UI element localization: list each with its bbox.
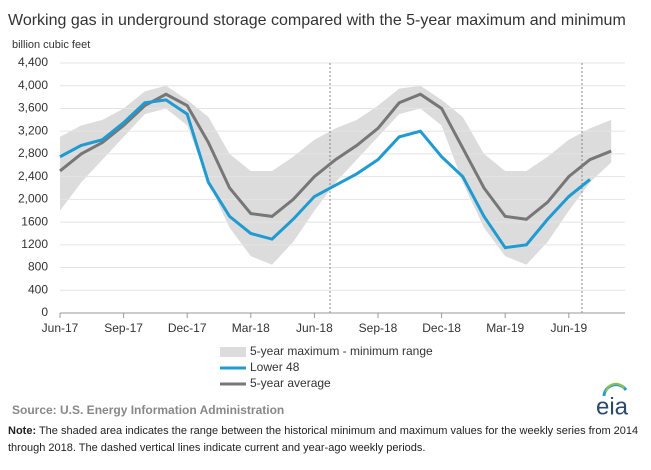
x-tick-label: Sep-18	[359, 321, 398, 335]
legend-label: 5-year average	[250, 376, 331, 390]
note-text: The shaded area indicates the range betw…	[8, 425, 639, 454]
x-tick-label: Sep-17	[104, 321, 143, 335]
logo-arc	[605, 382, 625, 393]
y-tick-label: 1200	[21, 237, 48, 251]
y-tick-label: 4,000	[18, 78, 48, 92]
note-label: Note:	[8, 425, 37, 437]
y-tick-label: 2,400	[18, 169, 48, 183]
source: Source: U.S. Energy Information Administ…	[12, 403, 284, 417]
y-tick-label: 400	[28, 282, 48, 296]
y-tick-label: 1600	[21, 214, 48, 228]
y-tick-label: 4,400	[18, 55, 48, 69]
y-axis-label: billion cubic feet	[12, 39, 90, 51]
y-tick-label: 0	[41, 305, 48, 319]
y-tick-label: 2,000	[18, 192, 48, 206]
x-tick-label: Dec-18	[422, 321, 461, 335]
x-tick-label: Dec-17	[168, 321, 207, 335]
legend-swatch	[220, 347, 246, 357]
legend-label: Lower 48	[250, 360, 300, 374]
x-tick-label: Jun-18	[296, 321, 333, 335]
chart-title: Working gas in underground storage compa…	[8, 12, 626, 29]
y-tick-label: 2,800	[18, 146, 48, 160]
note: Note: The shaded area indicates the rang…	[8, 423, 644, 457]
series-line	[59, 98, 591, 250]
y-tick-label: 3,600	[18, 101, 48, 115]
y-tick-label: 3,200	[18, 123, 48, 137]
legend-label: 5-year maximum - minimum range	[250, 344, 433, 358]
x-tick-label: Jun-17	[42, 321, 79, 335]
x-tick-label: Jun-19	[550, 321, 587, 335]
range-band	[60, 85, 612, 265]
logo: eia	[596, 393, 629, 420]
x-tick-label: Mar-19	[486, 321, 524, 335]
x-tick-label: Mar-18	[232, 321, 270, 335]
y-tick-label: 800	[28, 260, 48, 274]
